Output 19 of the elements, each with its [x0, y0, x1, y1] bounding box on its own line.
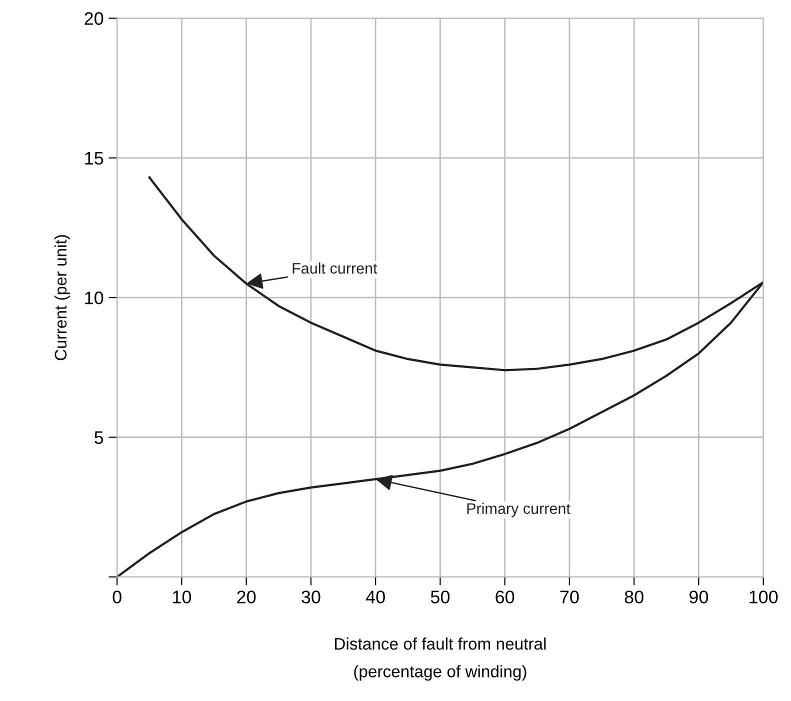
x-tick-label: 40 [366, 590, 385, 604]
x-tick-label: 70 [560, 590, 579, 604]
y-tick-label: 5 [94, 431, 104, 444]
y-tick-label: 10 [85, 292, 104, 304]
x-tick-label: 60 [496, 590, 514, 604]
x-tick-label: 20 [237, 590, 256, 604]
x-tick-label: 10 [173, 590, 192, 604]
x-tick-label: 80 [624, 590, 644, 604]
x-tick-label: 100 [750, 590, 778, 604]
y-tick-label: 15 [85, 152, 104, 165]
y-axis-title: Current (per unit) [54, 235, 70, 360]
text: Fault current [292, 262, 378, 274]
text: Primary current [467, 502, 570, 517]
x-tick-label: 30 [302, 590, 320, 604]
y-tick-label: 20 [84, 12, 104, 25]
x-tick-label: 90 [689, 590, 708, 604]
x-tick-label: 50 [430, 590, 450, 604]
x-tick-label: 0 [112, 590, 122, 604]
x-axis-title: Distance of fault from neutral (percentage of winding) [335, 638, 546, 681]
